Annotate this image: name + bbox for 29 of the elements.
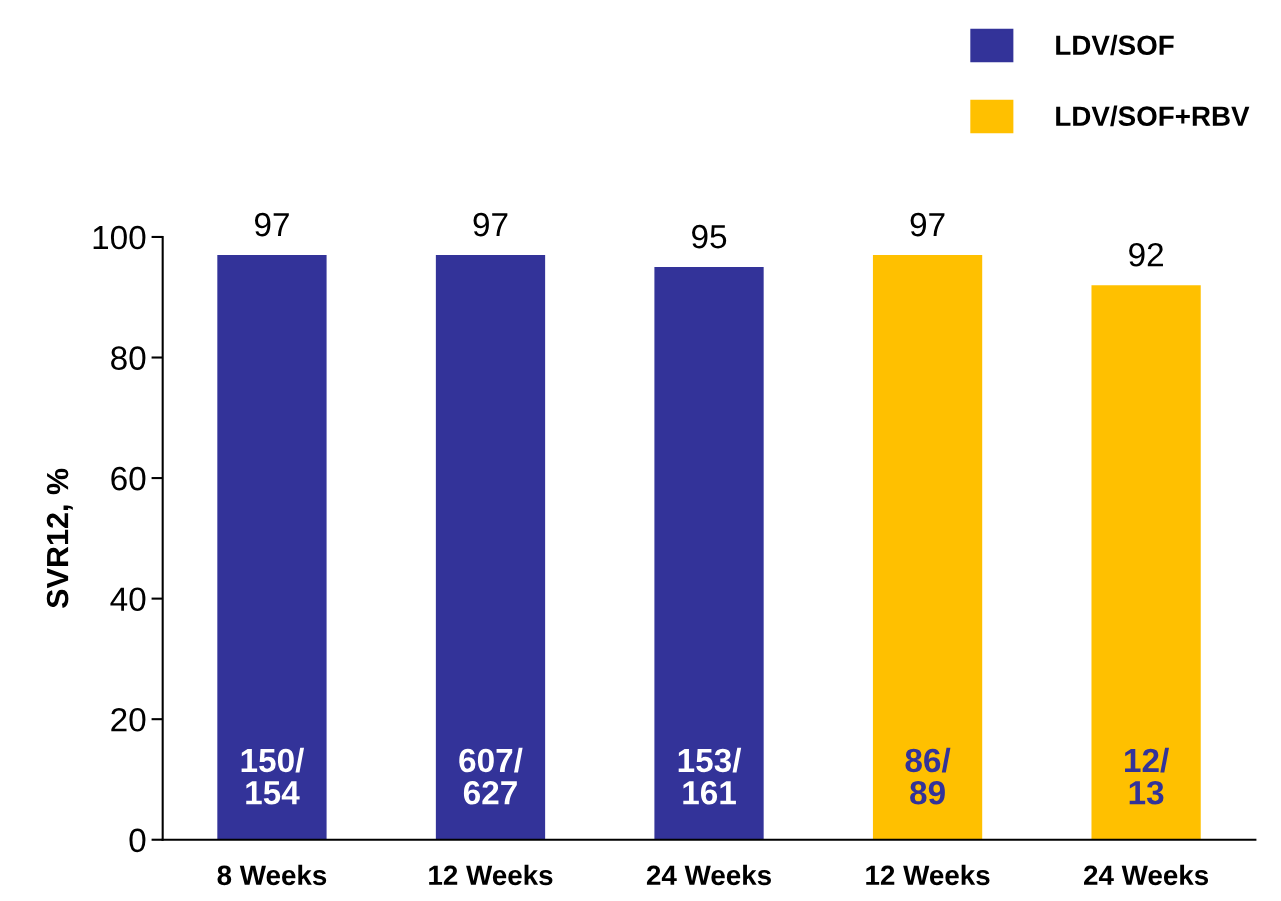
- y-tick-label: 0: [129, 828, 146, 853]
- data-label: 97: [473, 212, 508, 237]
- data-label: 95: [692, 224, 727, 249]
- legend-label: LDV/SOF: [1056, 34, 1174, 56]
- y-tick-label: 40: [110, 587, 146, 612]
- annotation: 86/ 89: [905, 747, 951, 805]
- bar: [217, 255, 327, 840]
- y-tick-label: 100: [93, 225, 146, 250]
- legend-label: LDV/SOF+RBV: [1056, 105, 1250, 127]
- bar: [654, 267, 764, 840]
- bar: [872, 255, 983, 840]
- annotation: 12/ 13: [1125, 747, 1169, 805]
- x-tick-label: 12 Weeks: [866, 864, 990, 886]
- annotation: 153/ 161: [678, 747, 742, 805]
- data-label: 97: [910, 212, 945, 237]
- annotation: 607/ 627: [459, 747, 523, 805]
- y-tick-label: 80: [111, 346, 146, 370]
- y-tick-label: 60: [111, 466, 146, 491]
- data-label: 97: [254, 212, 289, 237]
- x-tick-label: 24 Weeks: [646, 864, 771, 886]
- x-tick-label: 8 Weeks: [217, 864, 327, 886]
- x-tick-label: 12 Weeks: [429, 864, 553, 886]
- y-axis-title: SVR12, %: [46, 468, 73, 608]
- bar: [1091, 285, 1201, 840]
- annotation: 150/ 154: [241, 747, 305, 805]
- y-tick-label: 20: [111, 707, 146, 732]
- data-label: 92: [1129, 242, 1163, 267]
- bar: [435, 255, 546, 840]
- x-tick-label: 24 Weeks: [1084, 864, 1209, 886]
